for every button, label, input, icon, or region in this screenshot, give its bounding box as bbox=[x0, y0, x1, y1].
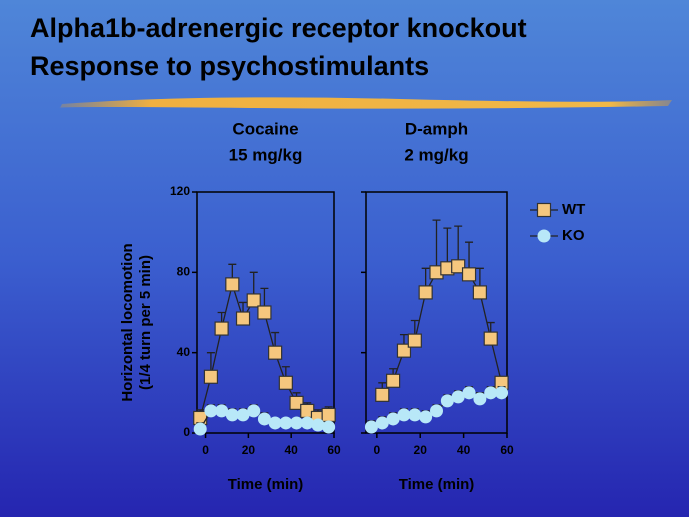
marker bbox=[203, 369, 219, 384]
marker bbox=[396, 343, 412, 358]
marker bbox=[364, 420, 378, 434]
marker bbox=[408, 408, 422, 422]
marker bbox=[279, 416, 293, 430]
marker bbox=[257, 412, 271, 426]
y-tick-label: 40 bbox=[177, 345, 191, 359]
chart-subtitle: 15 mg/kg bbox=[229, 145, 303, 164]
marker bbox=[214, 321, 229, 336]
chart-title: D-amph bbox=[405, 119, 468, 138]
marker bbox=[225, 277, 240, 292]
marker bbox=[430, 404, 443, 418]
marker bbox=[451, 390, 465, 404]
marker bbox=[495, 386, 509, 400]
x-axis-label: Time (min) bbox=[399, 476, 475, 493]
marker bbox=[386, 412, 400, 426]
marker bbox=[193, 422, 207, 436]
marker bbox=[484, 386, 498, 400]
slide-title: Alpha1b-adrenergic receptor knockout bbox=[30, 13, 527, 43]
marker bbox=[451, 259, 466, 274]
y-axis-label: (1/4 turn per 5 min) bbox=[137, 255, 154, 390]
chart-subtitle: 2 mg/kg bbox=[404, 145, 468, 164]
x-tick-label: 40 bbox=[285, 443, 299, 457]
marker bbox=[473, 392, 487, 406]
plot-frame bbox=[365, 191, 508, 434]
x-tick-label: 20 bbox=[242, 443, 256, 457]
legend-marker bbox=[536, 202, 552, 218]
marker bbox=[472, 285, 487, 300]
marker bbox=[375, 416, 389, 430]
x-tick-label: 40 bbox=[457, 443, 471, 457]
y-axis-label: Horizontal locomotion bbox=[119, 243, 136, 401]
marker bbox=[462, 386, 476, 400]
y-tick-label: 80 bbox=[177, 265, 191, 279]
marker bbox=[268, 416, 282, 430]
y-tick-label: 0 bbox=[183, 425, 190, 439]
legend-label: WT bbox=[562, 201, 585, 218]
marker bbox=[375, 387, 390, 402]
marker bbox=[235, 311, 251, 326]
y-tick-label: 120 bbox=[170, 184, 190, 198]
plot-frame bbox=[196, 191, 335, 434]
marker bbox=[290, 416, 304, 430]
marker bbox=[225, 408, 239, 422]
chart-title: Cocaine bbox=[232, 119, 298, 138]
marker bbox=[289, 395, 304, 410]
marker bbox=[483, 331, 498, 346]
x-tick-label: 60 bbox=[500, 443, 514, 457]
x-tick-label: 20 bbox=[414, 443, 428, 457]
marker bbox=[397, 408, 411, 422]
marker bbox=[322, 420, 336, 434]
marker bbox=[236, 408, 250, 422]
marker bbox=[268, 345, 283, 360]
x-axis-label: Time (min) bbox=[228, 476, 304, 493]
marker bbox=[204, 404, 218, 418]
slide-title: Response to psychostimulants bbox=[30, 51, 429, 81]
marker bbox=[257, 305, 272, 320]
marker bbox=[418, 285, 433, 300]
marker bbox=[440, 394, 454, 408]
legend-marker bbox=[537, 229, 551, 243]
x-tick-label: 0 bbox=[202, 443, 209, 457]
marker bbox=[311, 418, 325, 432]
x-tick-label: 60 bbox=[327, 443, 341, 457]
marker bbox=[246, 293, 261, 308]
marker bbox=[300, 416, 314, 430]
marker bbox=[278, 375, 293, 390]
marker bbox=[215, 404, 229, 418]
marker bbox=[407, 333, 422, 348]
error-bar bbox=[432, 219, 441, 273]
marker bbox=[247, 404, 261, 418]
marker bbox=[419, 410, 433, 424]
marker bbox=[461, 267, 477, 282]
marker bbox=[386, 373, 401, 388]
brush-stroke bbox=[59, 97, 672, 109]
x-tick-label: 0 bbox=[374, 443, 381, 457]
marker bbox=[321, 407, 336, 423]
legend-label: KO bbox=[562, 227, 585, 244]
